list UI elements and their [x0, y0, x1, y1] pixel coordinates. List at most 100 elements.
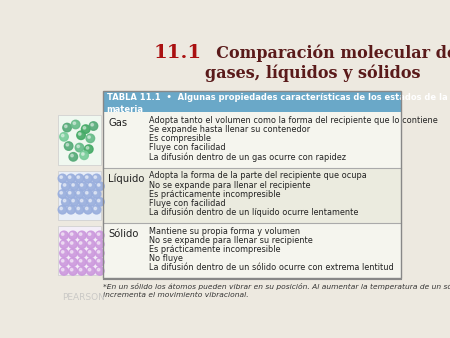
Circle shape	[63, 123, 72, 132]
Circle shape	[69, 231, 77, 240]
Circle shape	[75, 206, 84, 214]
Circle shape	[77, 192, 80, 194]
Circle shape	[94, 192, 97, 194]
Circle shape	[68, 192, 71, 194]
Circle shape	[78, 231, 86, 240]
Circle shape	[60, 192, 63, 194]
Circle shape	[70, 233, 73, 235]
Circle shape	[79, 250, 82, 253]
Circle shape	[89, 199, 91, 202]
Circle shape	[83, 126, 86, 129]
Text: Es prácticamente incompresible: Es prácticamente incompresible	[149, 245, 281, 254]
Text: Adopta tanto el volumen como la forma del recipiente que lo contiene: Adopta tanto el volumen como la forma de…	[149, 116, 438, 125]
Circle shape	[95, 249, 104, 258]
Circle shape	[73, 122, 76, 124]
Circle shape	[97, 260, 100, 262]
Circle shape	[78, 240, 86, 248]
Circle shape	[78, 267, 86, 275]
Circle shape	[97, 233, 100, 235]
Circle shape	[88, 268, 91, 271]
Circle shape	[86, 249, 95, 258]
Circle shape	[79, 268, 82, 271]
Circle shape	[75, 190, 84, 198]
Circle shape	[92, 174, 101, 183]
Circle shape	[77, 145, 80, 148]
Circle shape	[78, 133, 81, 135]
Circle shape	[77, 207, 80, 210]
Circle shape	[86, 176, 88, 178]
Circle shape	[75, 174, 84, 183]
Circle shape	[86, 258, 95, 266]
Bar	[103, 223, 401, 279]
Bar	[103, 91, 401, 112]
Circle shape	[64, 142, 73, 150]
Text: La difusión dentro de un gas ocurre con rapidez: La difusión dentro de un gas ocurre con …	[149, 152, 346, 162]
Circle shape	[70, 268, 73, 271]
Circle shape	[95, 231, 104, 240]
Circle shape	[60, 258, 68, 266]
Text: 11.1: 11.1	[154, 44, 202, 63]
Circle shape	[97, 250, 100, 253]
Text: Fluye con facilidad: Fluye con facilidad	[149, 143, 226, 152]
Circle shape	[62, 198, 70, 206]
Circle shape	[88, 250, 91, 253]
Circle shape	[91, 123, 94, 126]
Text: No se expande para llenar su recipiente: No se expande para llenar su recipiente	[149, 236, 313, 245]
Circle shape	[60, 267, 68, 275]
Circle shape	[92, 206, 101, 214]
Circle shape	[80, 151, 88, 160]
Circle shape	[69, 267, 77, 275]
Text: La difusión dentro de un sólido ocurre con extrema lentitud: La difusión dentro de un sólido ocurre c…	[149, 263, 394, 272]
Circle shape	[70, 182, 79, 190]
Circle shape	[63, 199, 66, 202]
Circle shape	[60, 207, 63, 210]
Circle shape	[96, 198, 104, 206]
Circle shape	[94, 207, 97, 210]
Circle shape	[71, 154, 73, 157]
Text: PEARSON: PEARSON	[63, 293, 105, 302]
Circle shape	[95, 258, 104, 266]
Text: TABLA 11.1  •  Algunas propiedades características de los estados de la
materia: TABLA 11.1 • Algunas propiedades caracte…	[107, 93, 447, 115]
Circle shape	[96, 182, 104, 190]
Circle shape	[86, 231, 95, 240]
Circle shape	[62, 242, 64, 244]
Text: Comparación molecular de los
gases, líquidos y sólidos: Comparación molecular de los gases, líqu…	[205, 44, 450, 82]
Text: Sólido: Sólido	[108, 229, 139, 239]
Text: Líquido: Líquido	[108, 174, 144, 184]
Circle shape	[72, 184, 74, 186]
Circle shape	[62, 268, 64, 271]
Circle shape	[77, 131, 86, 140]
Circle shape	[58, 174, 67, 183]
Bar	[58, 171, 101, 220]
Circle shape	[92, 190, 101, 198]
Circle shape	[89, 122, 98, 130]
Circle shape	[70, 242, 73, 244]
Bar	[58, 226, 101, 275]
Circle shape	[60, 249, 68, 258]
Circle shape	[79, 242, 82, 244]
Circle shape	[95, 240, 104, 248]
Bar	[58, 115, 101, 165]
Circle shape	[62, 182, 70, 190]
Text: No se expande para llenar el recipiente: No se expande para llenar el recipiente	[149, 180, 311, 190]
Circle shape	[66, 144, 69, 146]
Circle shape	[86, 267, 95, 275]
Text: Adopta la forma de la parte del recipiente que ocupa: Adopta la forma de la parte del recipien…	[149, 171, 367, 180]
Circle shape	[81, 153, 84, 155]
Text: No fluye: No fluye	[149, 254, 183, 263]
Circle shape	[97, 242, 100, 244]
Circle shape	[86, 134, 94, 143]
Circle shape	[81, 125, 90, 134]
Circle shape	[88, 233, 91, 235]
Circle shape	[72, 120, 80, 129]
Circle shape	[77, 176, 80, 178]
Circle shape	[84, 174, 92, 183]
Circle shape	[63, 184, 66, 186]
Circle shape	[88, 242, 91, 244]
Circle shape	[97, 199, 100, 202]
Circle shape	[69, 258, 77, 266]
Circle shape	[62, 134, 64, 137]
Circle shape	[88, 260, 91, 262]
Text: *En un sólido los átomos pueden vibrar en su posición. Al aumentar la temperatur: *En un sólido los átomos pueden vibrar e…	[103, 283, 450, 298]
Circle shape	[58, 206, 67, 214]
